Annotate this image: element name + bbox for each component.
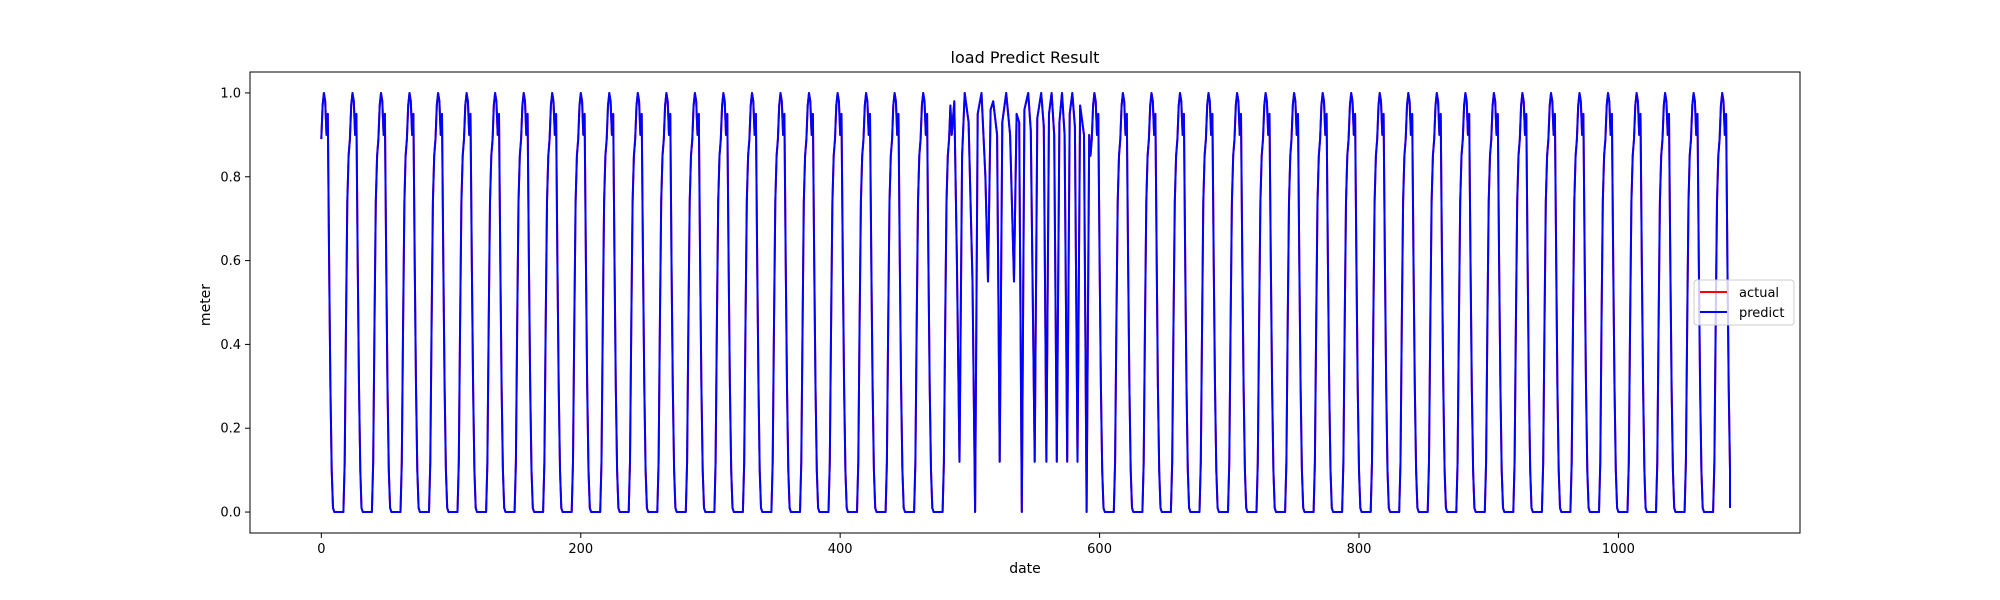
x-tick-label: 200 bbox=[568, 542, 593, 557]
x-tick-label: 600 bbox=[1087, 542, 1112, 557]
y-axis: 0.0 0.2 0.4 0.6 0.8 1.0 bbox=[220, 86, 250, 521]
y-tick-label: 1.0 bbox=[220, 86, 241, 101]
series-line-predict bbox=[320, 92, 1731, 513]
x-axis: 0 200 400 600 800 1000 bbox=[317, 533, 1635, 557]
plot-lines bbox=[320, 92, 1731, 513]
y-tick-label: 0.8 bbox=[220, 170, 241, 185]
y-tick-label: 0.2 bbox=[220, 422, 241, 437]
legend-label-actual: actual bbox=[1739, 286, 1779, 301]
x-tick-label: 1000 bbox=[1602, 542, 1635, 557]
x-tick-label: 400 bbox=[828, 542, 853, 557]
legend: actual predict bbox=[1693, 279, 1795, 326]
y-axis-label: meter bbox=[198, 284, 214, 326]
y-tick-label: 0.0 bbox=[220, 506, 241, 521]
axes-frame bbox=[249, 71, 1801, 534]
x-tick-label: 800 bbox=[1347, 542, 1372, 557]
y-tick-label: 0.6 bbox=[220, 254, 241, 269]
y-tick-label: 0.4 bbox=[220, 338, 241, 353]
x-axis-label: date bbox=[1009, 561, 1041, 577]
x-tick-label: 0 bbox=[317, 542, 325, 557]
chart-title: load Predict Result bbox=[951, 48, 1100, 67]
legend-label-predict: predict bbox=[1739, 306, 1784, 321]
